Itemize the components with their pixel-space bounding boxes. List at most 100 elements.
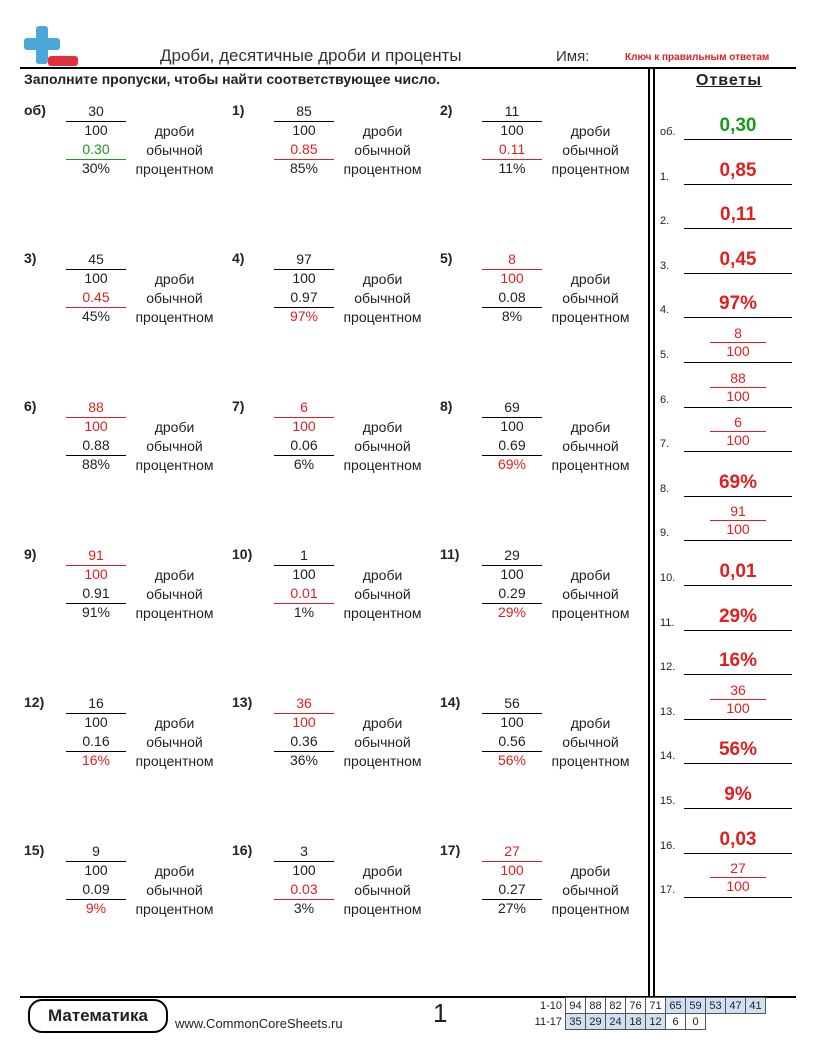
percent-label: процентном [135,309,214,325]
fraction-numerator: 27 [482,842,542,862]
decimal-label: обычной [354,882,411,898]
decimal-label: обычной [146,290,203,306]
percent-value: 29% [497,604,527,620]
decimal-label: обычной [562,290,619,306]
problem: 8) 69 100 0.69 69% дроби обычной процентном [440,398,645,488]
decimal-label: обычной [146,882,203,898]
decimal-value: 0.03 [274,880,334,900]
score-cell: 53 [705,997,726,1014]
percent-label: процентном [551,161,630,177]
percent-label: процентном [135,161,214,177]
answer-value: 0,11 [720,204,756,226]
problem: 16) 3 100 0.03 3% дроби обычной процентном [232,842,437,932]
problem: 3) 45 100 0.45 45% дроби обычной процентном [24,250,229,340]
answer-label: 17. [660,884,676,897]
fraction-label: дроби [570,715,611,731]
answer-label: 1. [660,170,670,183]
problem: 6) 88 100 0.88 88% дроби обычной процентном [24,398,229,488]
decimal-label: обычной [562,142,619,158]
percent-label: процентном [343,309,422,325]
percent-label: процентном [135,901,214,917]
answer-value: 56% [718,739,758,761]
percent-label: процентном [343,457,422,473]
answer-label: 5. [660,349,670,361]
problem: 12) 16 100 0.16 16% дроби обычной процентном [24,694,229,784]
answer-row: 1. 0,85 [660,145,792,185]
answer-row: 5. 8 100 [660,323,792,363]
page-title: Дроби, десятичные дроби и проценты [160,46,462,65]
site-link[interactable]: www.CommonCoreSheets.ru [175,1016,343,1031]
brand-badge: Математика [28,999,168,1033]
problem-number: 12) [24,694,45,710]
answer-numerator: 88 [710,370,766,388]
fraction-denominator: 100 [84,122,108,138]
percent-label: процентном [551,901,630,917]
decimal-value: 0.45 [66,288,126,308]
fraction-label: дроби [362,419,403,435]
answer-row: об. 0,30 [660,100,792,140]
answer-label: 14. [660,750,676,763]
decimal-value: 0.09 [66,880,126,900]
answer-row: 10. 0,01 [660,546,792,586]
problem-number: 5) [440,250,453,266]
problem-number: 3) [24,250,37,266]
fraction-numerator: 91 [66,546,126,566]
problem-number: 10) [232,546,253,562]
fraction-label: дроби [570,419,611,435]
answer-label: 9. [660,527,670,540]
fraction-label: дроби [570,567,611,583]
answer-row: 13. 36 100 [660,680,792,720]
score-cell: 94 [565,997,586,1014]
score-cell: 65 [665,997,686,1014]
decimal-value: 0.06 [274,436,334,456]
problem-number: об) [24,102,46,118]
decimal-label: обычной [562,586,619,602]
answer-denominator: 100 [726,878,750,895]
fraction-numerator: 11 [482,102,542,122]
answer-line [684,139,792,140]
score-row: 1-10 94 88 82 76 71 65 59 53 47 41 [528,997,766,1014]
percent-value: 91% [81,604,111,620]
fraction-label: дроби [362,863,403,879]
answer-fraction: 27 100 [710,860,766,895]
problem: 13) 36 100 0.36 36% дроби обычной процентном [232,694,437,784]
score-cell: 41 [745,997,766,1014]
page-number: 1 [433,998,448,1028]
score-cell: 59 [685,997,706,1014]
answer-line [684,718,792,720]
answer-value: 9% [724,784,752,805]
answer-label: 6. [660,393,670,406]
percent-label: процентном [551,457,630,473]
answer-numerator: 91 [710,503,766,522]
percent-value: 45% [81,308,111,324]
problem: 17) 27 100 0.27 27% дроби обычной процентном [440,842,645,932]
answer-numerator: 27 [710,860,766,879]
percent-label: процентном [343,605,422,621]
decimal-label: обычной [146,438,203,454]
percent-value: 16% [81,752,111,768]
fraction-numerator: 56 [482,694,542,714]
answer-row: 7. 6 100 [660,412,792,453]
fraction-denominator: 100 [84,270,108,286]
percent-value: 8% [501,308,523,324]
score-cell: 76 [625,997,646,1014]
percent-value: 97% [289,308,319,324]
fraction-denominator: 100 [500,122,524,138]
percent-value: 88% [81,456,111,472]
problem: 1) 85 100 0.85 85% дроби обычной процентном [232,102,437,192]
answer-line [684,852,792,854]
answer-value: 0,30 [719,115,757,136]
footer-divider [20,996,796,998]
fraction-denominator: 100 [292,566,316,582]
percent-label: процентном [135,605,214,621]
answer-line [684,362,792,363]
answer-numerator: 6 [710,414,766,433]
percent-value: 11% [498,160,526,176]
answer-line [684,272,792,274]
percent-label: процентном [551,309,630,325]
fraction-label: дроби [362,123,403,139]
answer-row: 2. 0,11 [660,189,792,230]
problem-number: 11) [440,546,460,562]
answer-denominator: 100 [726,699,750,716]
decimal-label: обычной [354,290,411,306]
